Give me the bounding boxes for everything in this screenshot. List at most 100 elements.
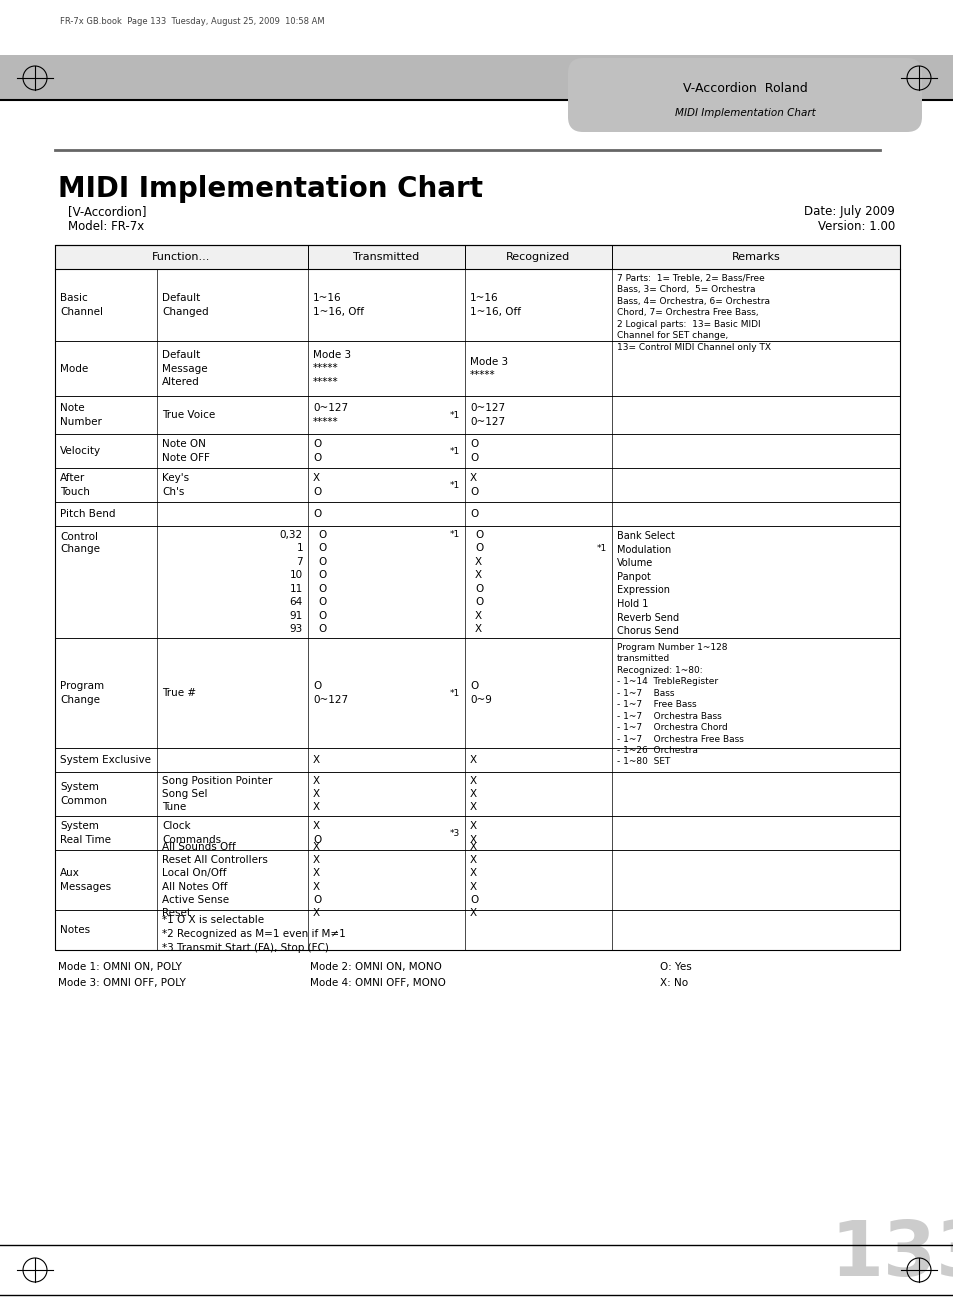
Text: Mode: Mode <box>60 364 89 374</box>
Text: After
Touch: After Touch <box>60 473 90 497</box>
Text: X
X: X X <box>470 821 476 845</box>
Text: FR-7x GB.book  Page 133  Tuesday, August 25, 2009  10:58 AM: FR-7x GB.book Page 133 Tuesday, August 2… <box>60 17 324 26</box>
Text: X: X <box>475 624 481 634</box>
Text: V-Accordion  Roland: V-Accordion Roland <box>682 81 806 94</box>
Text: O: O <box>317 543 326 553</box>
Text: 64: 64 <box>290 598 303 607</box>
Text: 1~16
1~16, Off: 1~16 1~16, Off <box>313 293 364 317</box>
Text: O: O <box>317 598 326 607</box>
Text: 1~16
1~16, Off: 1~16 1~16, Off <box>470 293 520 317</box>
Text: MIDI Implementation Chart: MIDI Implementation Chart <box>674 109 815 118</box>
Text: O
O: O O <box>470 439 477 463</box>
Text: *1: *1 <box>449 446 459 455</box>
Text: Song Position Pointer
Song Sel
Tune: Song Position Pointer Song Sel Tune <box>162 776 273 812</box>
Text: Program Number 1~128
transmitted
Recognized: 1~80:
- 1~14  TrebleRegister
- 1~7 : Program Number 1~128 transmitted Recogni… <box>617 644 743 766</box>
Text: *1: *1 <box>597 544 606 553</box>
Text: X: X <box>475 557 481 566</box>
Text: *1: *1 <box>449 688 459 697</box>
Text: 0~127
0~127: 0~127 0~127 <box>470 403 504 426</box>
Text: 7 Parts:  1= Treble, 2= Bass/Free
Bass, 3= Chord,  5= Orchestra
Bass, 4= Orchest: 7 Parts: 1= Treble, 2= Bass/Free Bass, 3… <box>617 273 770 352</box>
Text: O
0~9: O 0~9 <box>470 681 492 705</box>
Text: 11: 11 <box>290 583 303 594</box>
Text: X
X
X
X
O
X: X X X X O X <box>470 842 477 918</box>
Text: Aux
Messages: Aux Messages <box>60 869 111 892</box>
Text: Bank Select
Modulation
Volume
Panpot
Expression
Hold 1
Reverb Send
Chorus Send: Bank Select Modulation Volume Panpot Exp… <box>617 531 679 636</box>
Text: Transmitted: Transmitted <box>353 252 419 262</box>
Text: Mode 1: OMNI ON, POLY: Mode 1: OMNI ON, POLY <box>58 961 182 972</box>
Text: Note
Number: Note Number <box>60 403 102 426</box>
Text: Model: FR-7x: Model: FR-7x <box>68 220 144 233</box>
Text: Mode 3
*****: Mode 3 ***** <box>470 357 508 381</box>
Text: O: Yes: O: Yes <box>659 961 691 972</box>
Text: *3: *3 <box>449 828 459 837</box>
Text: [V-Accordion]: [V-Accordion] <box>68 205 147 218</box>
Text: X
X
X: X X X <box>470 776 476 812</box>
Text: O: O <box>317 624 326 634</box>
Text: Control
Change: Control Change <box>60 532 100 553</box>
Bar <box>55 245 899 950</box>
Text: Note ON
Note OFF: Note ON Note OFF <box>162 439 210 463</box>
Text: MIDI Implementation Chart: MIDI Implementation Chart <box>58 175 482 203</box>
Text: Basic
Channel: Basic Channel <box>60 293 103 317</box>
Text: Default
Changed: Default Changed <box>162 293 209 317</box>
Text: *1: *1 <box>449 411 459 420</box>
Text: X: X <box>475 611 481 621</box>
Bar <box>55 245 899 269</box>
Text: System Exclusive: System Exclusive <box>60 755 151 765</box>
Text: O: O <box>475 598 483 607</box>
Text: O: O <box>475 543 483 553</box>
Text: Key's
Ch's: Key's Ch's <box>162 473 189 497</box>
Text: *1: *1 <box>449 530 459 539</box>
Text: O: O <box>317 583 326 594</box>
Text: Mode 3: OMNI OFF, POLY: Mode 3: OMNI OFF, POLY <box>58 978 186 988</box>
Text: Mode 3
*****
*****: Mode 3 ***** ***** <box>313 351 351 387</box>
Text: All Sounds Off
Reset All Controllers
Local On/Off
All Notes Off
Active Sense
Res: All Sounds Off Reset All Controllers Loc… <box>162 842 268 918</box>
FancyBboxPatch shape <box>567 58 921 132</box>
Text: O
0~127: O 0~127 <box>313 681 348 705</box>
Text: 0,32: 0,32 <box>279 530 303 540</box>
Text: O: O <box>470 509 477 519</box>
Text: X
X
X: X X X <box>313 776 320 812</box>
Text: X
X
X
X
O
X: X X X X O X <box>313 842 321 918</box>
Text: System
Real Time: System Real Time <box>60 821 111 845</box>
Text: Mode 2: OMNI ON, MONO: Mode 2: OMNI ON, MONO <box>310 961 441 972</box>
Text: X: X <box>470 755 476 765</box>
Text: X: X <box>313 755 320 765</box>
Text: 93: 93 <box>290 624 303 634</box>
Text: True Voice: True Voice <box>162 409 215 420</box>
Text: Date: July 2009: Date: July 2009 <box>803 205 894 218</box>
Text: O: O <box>317 530 326 540</box>
Text: True #: True # <box>162 688 196 698</box>
Text: Default
Message
Altered: Default Message Altered <box>162 351 208 387</box>
Text: 91: 91 <box>290 611 303 621</box>
Text: X: X <box>475 570 481 581</box>
Text: X: No: X: No <box>659 978 687 988</box>
Text: O: O <box>475 530 483 540</box>
Text: System
Common: System Common <box>60 782 107 806</box>
Text: Clock
Commands: Clock Commands <box>162 821 221 845</box>
Text: *1: *1 <box>449 480 459 489</box>
Text: 133: 133 <box>829 1218 953 1292</box>
Text: Velocity: Velocity <box>60 446 101 456</box>
Text: X
O: X O <box>313 473 321 497</box>
Text: 10: 10 <box>290 570 303 581</box>
Text: X
O: X O <box>313 821 321 845</box>
Text: Remarks: Remarks <box>731 252 780 262</box>
Text: O: O <box>317 611 326 621</box>
Text: X
O: X O <box>470 473 477 497</box>
Text: O: O <box>313 509 321 519</box>
Text: O: O <box>317 557 326 566</box>
Text: Mode 4: OMNI OFF, MONO: Mode 4: OMNI OFF, MONO <box>310 978 445 988</box>
Text: Program
Change: Program Change <box>60 681 104 705</box>
Text: 7: 7 <box>296 557 303 566</box>
Text: 0~127
*****: 0~127 ***** <box>313 403 348 426</box>
Text: Notes: Notes <box>60 925 90 935</box>
Bar <box>0 55 953 99</box>
Text: Function...: Function... <box>152 252 211 262</box>
Text: Pitch Bend: Pitch Bend <box>60 509 115 519</box>
Text: Recognized: Recognized <box>506 252 570 262</box>
Text: Version: 1.00: Version: 1.00 <box>817 220 894 233</box>
Text: O: O <box>317 570 326 581</box>
Text: *1 O X is selectable
*2 Recognized as M=1 even if M≠1
*3 Transmit Start (FA), St: *1 O X is selectable *2 Recognized as M=… <box>162 916 345 954</box>
Text: O
O: O O <box>313 439 321 463</box>
